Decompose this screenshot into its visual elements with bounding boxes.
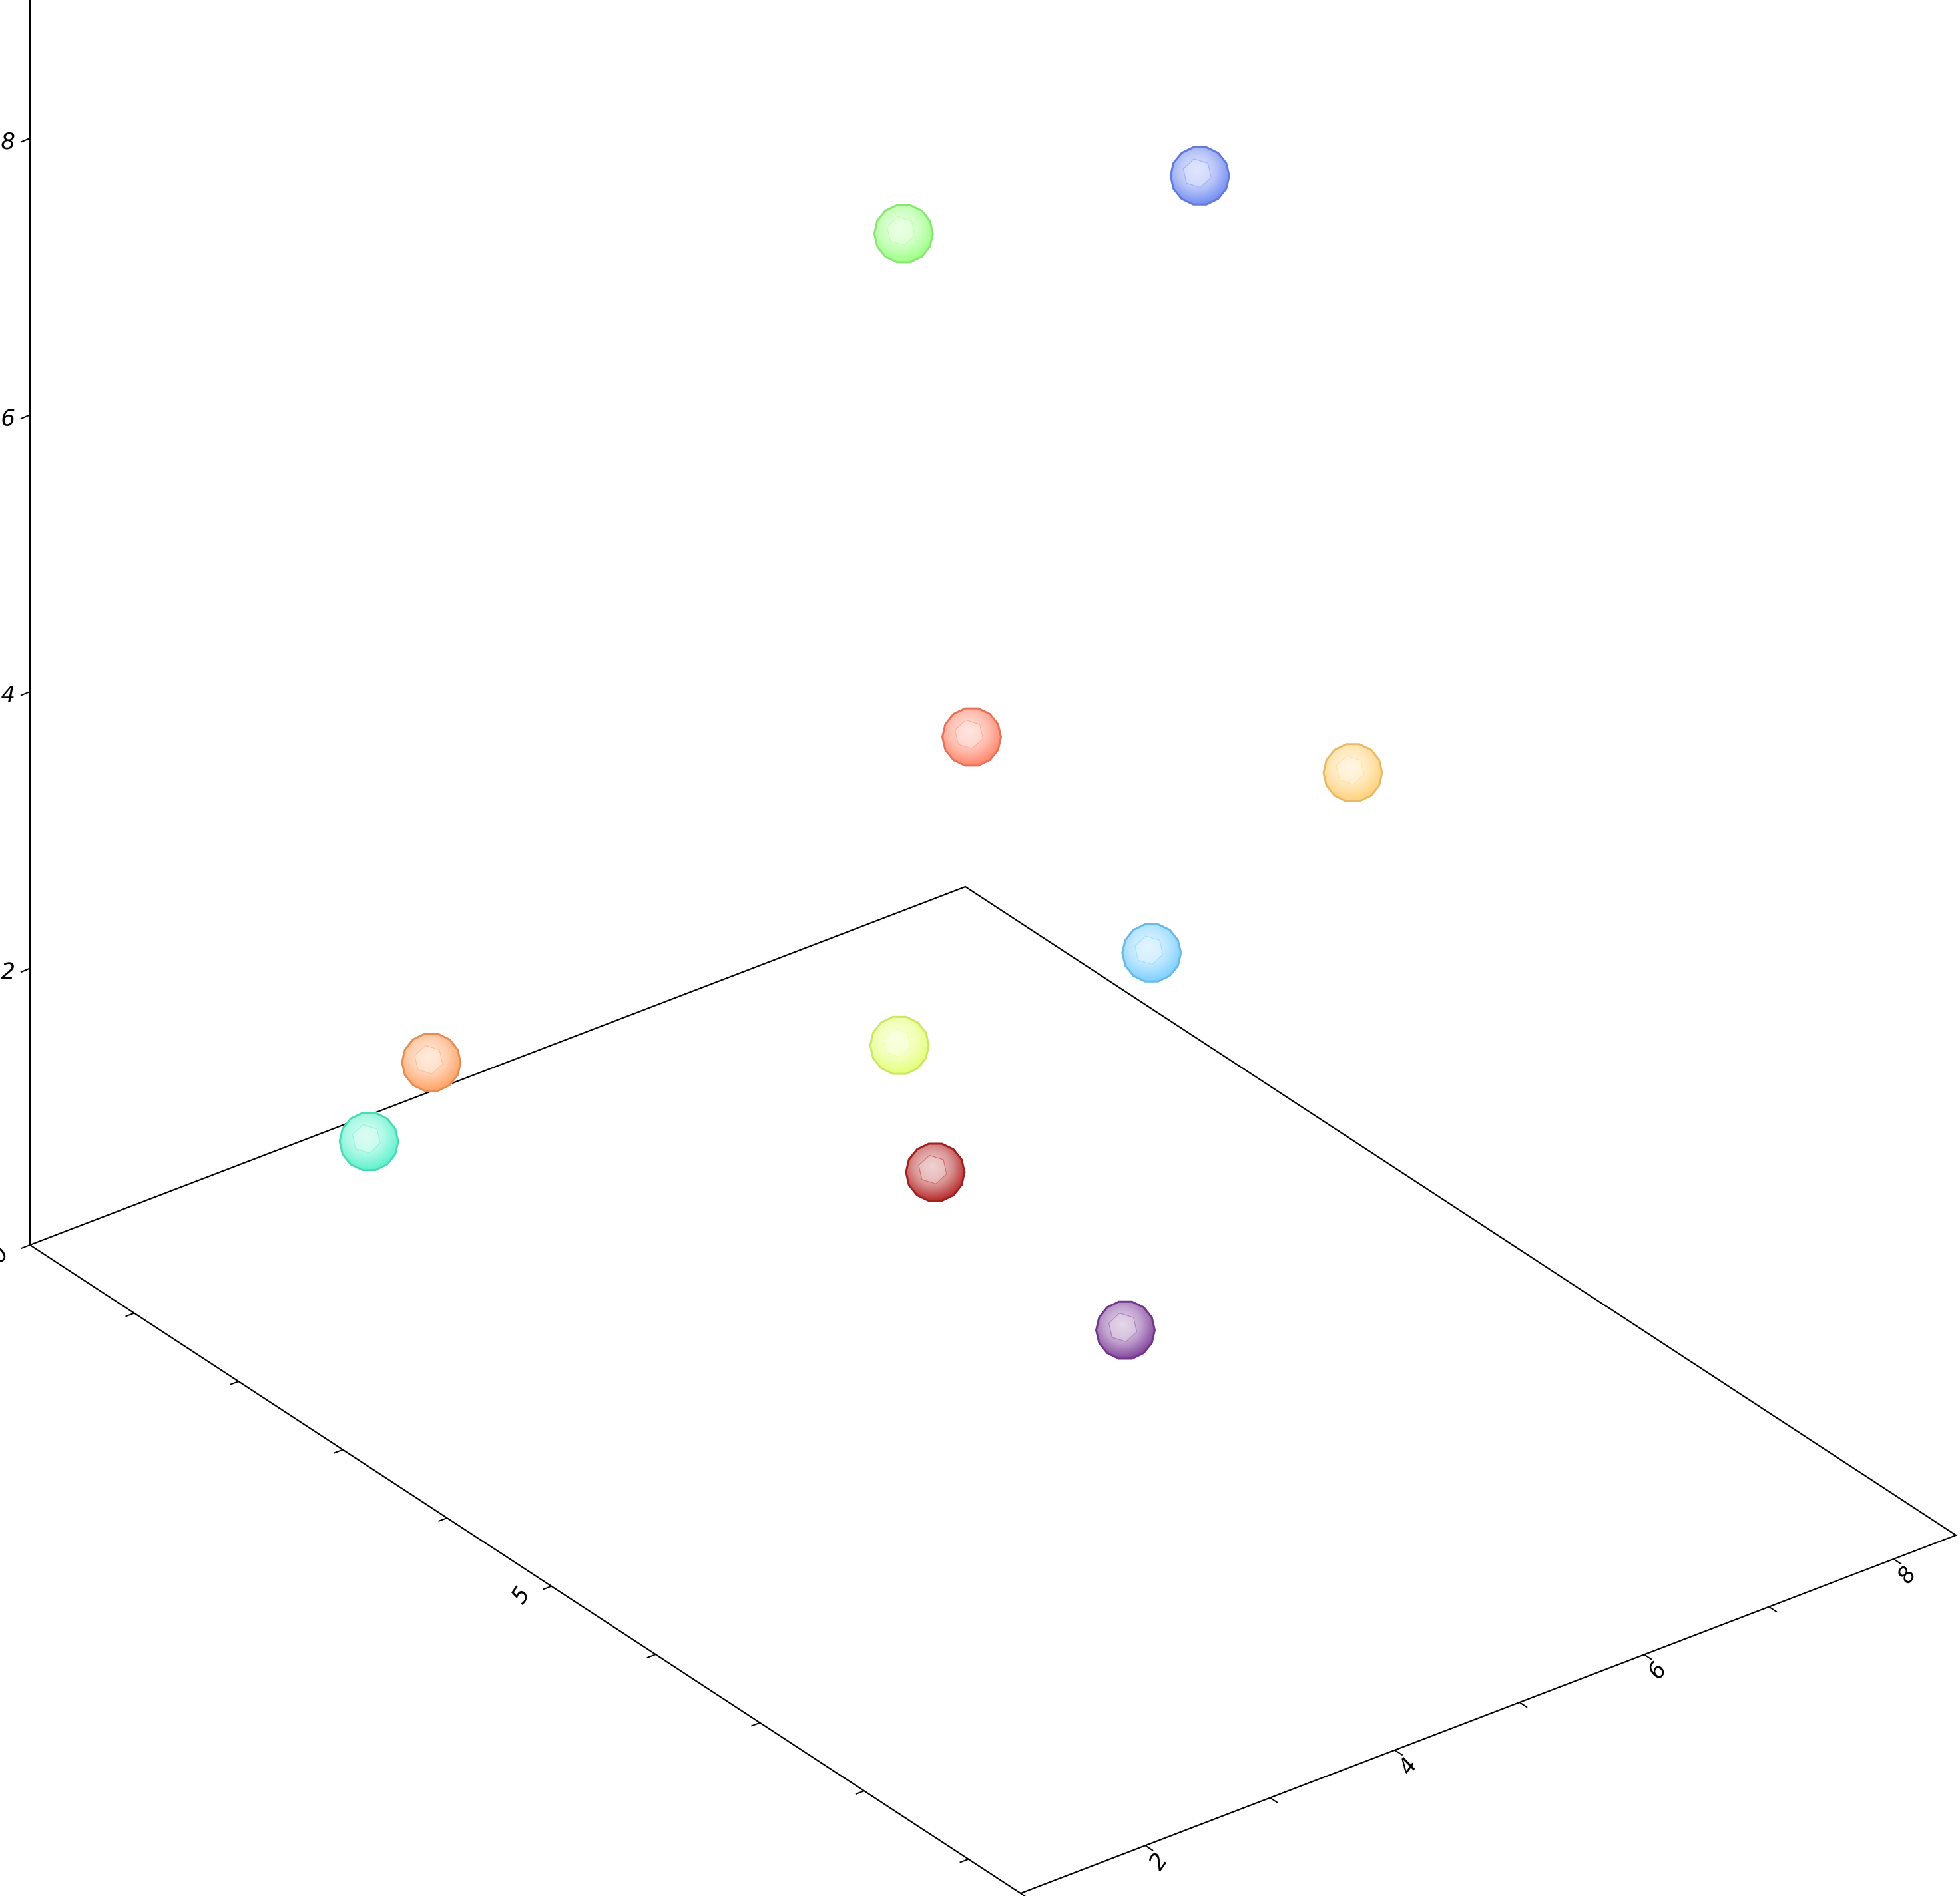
y-tick-label: 2 xyxy=(1143,1848,1173,1875)
z-tick-mark xyxy=(20,414,31,420)
y-tick-mark xyxy=(1394,1749,1403,1756)
y-tick-mark xyxy=(1519,1702,1528,1708)
y-tick-mark xyxy=(1768,1606,1778,1613)
sphere-facet xyxy=(882,1028,911,1058)
data-point xyxy=(1121,923,1182,983)
y-tick-label: 4 xyxy=(1393,1753,1423,1780)
x-tick-mark xyxy=(542,1585,552,1590)
data-point xyxy=(401,1033,462,1092)
x-tick-mark xyxy=(229,1381,239,1385)
sphere-facet xyxy=(414,1045,443,1074)
data-points xyxy=(338,146,1383,1360)
sphere-facet xyxy=(1182,158,1212,188)
z-tick-label: 8 xyxy=(1,128,15,155)
y-tick-mark xyxy=(1644,1654,1652,1660)
data-point xyxy=(873,204,934,264)
sphere-facet xyxy=(1134,935,1164,965)
tick-marks xyxy=(20,137,1902,1896)
sphere-facet xyxy=(918,1154,947,1184)
sphere-facet xyxy=(1108,1312,1138,1343)
data-point xyxy=(1169,146,1230,206)
axes xyxy=(28,0,1958,1895)
y-tick-mark xyxy=(1020,1893,1026,1896)
z-tick-mark xyxy=(20,690,31,696)
data-point xyxy=(1322,743,1383,802)
y-tick-mark xyxy=(1270,1797,1278,1804)
data-point xyxy=(941,707,1003,767)
sphere-facet xyxy=(352,1124,381,1154)
data-point xyxy=(338,1112,399,1172)
y-tick-label: 8 xyxy=(1891,1562,1921,1589)
y-tick-mark xyxy=(1144,1845,1154,1851)
sphere-facet xyxy=(886,216,915,246)
data-point xyxy=(905,1142,966,1202)
tick-labels: 0 5 2 4 6 8 2 4 6 8 xyxy=(0,128,1921,1875)
x-tick-mark xyxy=(855,1790,865,1795)
x-tick-mark xyxy=(646,1654,656,1659)
z-tick-label: 4 xyxy=(1,682,15,708)
x-tick-mark xyxy=(334,1449,344,1454)
x-tick-mark xyxy=(750,1722,760,1727)
sphere-facet xyxy=(1336,755,1365,785)
z-tick-label: 6 xyxy=(1,405,15,431)
x-tick-mark xyxy=(125,1312,134,1317)
z-tick-mark xyxy=(20,967,31,973)
x-tick-mark xyxy=(21,1244,31,1249)
sphere-facet xyxy=(954,719,984,750)
x-tick-mark xyxy=(438,1517,447,1523)
x-tick-label: 5 xyxy=(505,1582,535,1609)
z-tick-label: 2 xyxy=(1,958,15,985)
z-tick-mark xyxy=(20,137,31,143)
x-tick-label: 0 xyxy=(0,1241,14,1268)
data-point xyxy=(1095,1300,1156,1360)
floor-plane-outline xyxy=(28,885,1958,1895)
x-tick-mark xyxy=(959,1858,969,1863)
y-tick-label: 6 xyxy=(1642,1657,1672,1684)
data-point xyxy=(869,1015,930,1075)
y-tick-mark xyxy=(1893,1558,1902,1565)
